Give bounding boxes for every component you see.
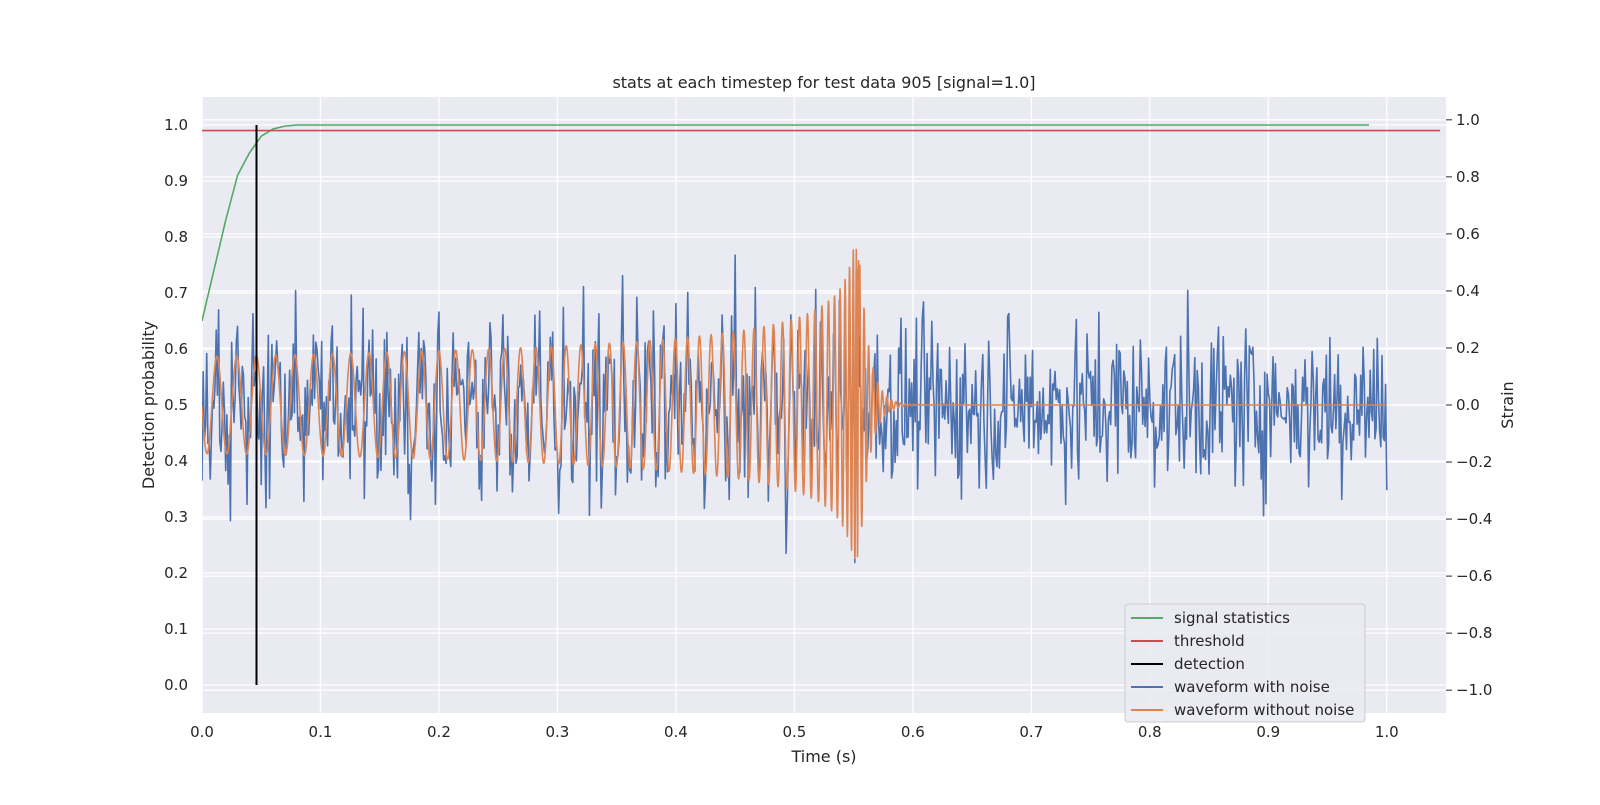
y-right-tick-label: 0.2 [1456,339,1480,357]
y-left-tick-label: 0.0 [164,676,188,694]
y-right-tick-label: −0.8 [1456,624,1492,642]
y-right-tick-label: −0.2 [1456,453,1492,471]
y-left-tick-label: 0.4 [164,452,188,470]
y-right-tick-label: −0.6 [1456,567,1492,585]
x-axis-label: Time (s) [790,747,856,766]
y-right-tick-label: 1.0 [1456,111,1480,129]
y-left-tick-label: 0.7 [164,284,188,302]
x-tick-label: 0.8 [1138,723,1162,741]
x-tick-label: 0.5 [782,723,806,741]
x-tick-label: 0.1 [309,723,333,741]
y-axis-left-label: Detection probability [139,321,158,489]
y-left-tick-label: 0.9 [164,172,188,190]
y-left-tick-label: 0.6 [164,340,188,358]
axes: 0.0 0.1 0.2 0.3 0.4 0.5 0.6 0.7 0.8 0.9 1.0 0.0 0.1 0… [164,111,1492,741]
y-left-tick-label: 0.1 [164,620,188,638]
y-left-tick-label: 1.0 [164,116,188,134]
x-tick-label: 0.3 [545,723,569,741]
y-right-tick-label: 0.6 [1456,225,1480,243]
y-left-tick-label: 0.3 [164,508,188,526]
y-right-tick-label: −0.4 [1456,510,1492,528]
y-left-tick-label: 0.8 [164,228,188,246]
x-tick-label: 0.6 [901,723,925,741]
y-left-tick-label: 0.2 [164,564,188,582]
x-tick-label: 0.4 [664,723,688,741]
y-right-tick-label: 0.8 [1456,168,1480,186]
x-tick-label: 0.0 [190,723,214,741]
y-left-tick-label: 0.5 [164,396,188,414]
y-axis-right-label: Strain [1498,381,1517,428]
legend-label: waveform without noise [1174,701,1354,719]
legend-label: threshold [1174,632,1245,650]
legend-label: signal statistics [1174,609,1290,627]
y-right-tick-label: 0.4 [1456,282,1480,300]
legend-label: waveform with noise [1174,678,1330,696]
x-tick-label: 0.7 [1019,723,1043,741]
legend-label: detection [1174,655,1245,673]
x-tick-label: 1.0 [1375,723,1399,741]
legend: signal statistics threshold detection wavef… [1124,603,1366,723]
series-layer [202,124,1441,685]
y-right-tick-label: −1.0 [1456,681,1492,699]
y-right-tick-label: 0.0 [1456,396,1480,414]
legend-frame [1124,603,1366,723]
chart-title: stats at each timestep for test data 905… [612,73,1035,92]
x-tick-label: 0.9 [1256,723,1280,741]
x-tick-label: 0.2 [427,723,451,741]
series-waveform-without-noise [202,248,1388,560]
series-signal-statistics [202,124,1369,322]
